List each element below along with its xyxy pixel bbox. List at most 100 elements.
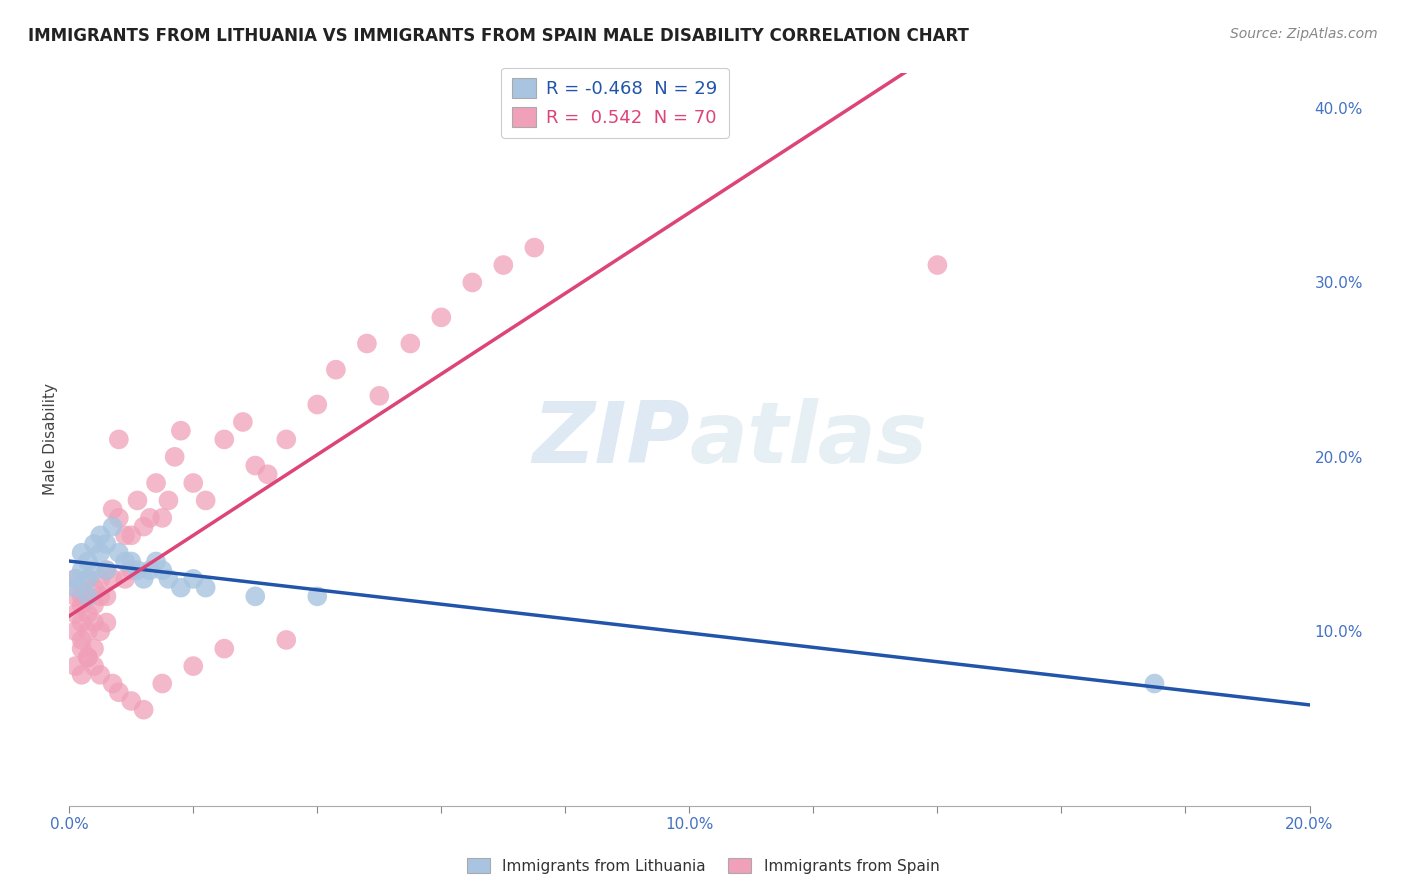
- Point: [108, 511, 131, 525]
- Point: [70, 598, 93, 612]
- Point: [325, 362, 347, 376]
- Point: [108, 546, 131, 560]
- Point: [181, 572, 204, 586]
- Point: [76, 590, 98, 604]
- Point: [120, 563, 142, 577]
- Point: [114, 528, 136, 542]
- Point: [96, 615, 118, 630]
- Legend: R = -0.468  N = 29, R =  0.542  N = 70: R = -0.468 N = 29, R = 0.542 N = 70: [502, 68, 728, 138]
- Point: [83, 537, 105, 551]
- Point: [132, 519, 155, 533]
- Point: [356, 336, 378, 351]
- Point: [70, 546, 93, 560]
- Text: ZIP: ZIP: [531, 398, 689, 481]
- Point: [65, 590, 87, 604]
- Point: [76, 554, 98, 568]
- Y-axis label: Male Disability: Male Disability: [44, 384, 58, 495]
- Point: [101, 572, 124, 586]
- Point: [150, 676, 173, 690]
- Point: [461, 276, 484, 290]
- Point: [157, 493, 180, 508]
- Point: [194, 581, 217, 595]
- Point: [430, 310, 453, 325]
- Point: [170, 424, 193, 438]
- Point: [83, 659, 105, 673]
- Point: [83, 641, 105, 656]
- Point: [307, 398, 329, 412]
- Legend: Immigrants from Lithuania, Immigrants from Spain: Immigrants from Lithuania, Immigrants fr…: [461, 852, 945, 880]
- Point: [245, 590, 267, 604]
- Point: [89, 572, 111, 586]
- Point: [96, 537, 118, 551]
- Point: [145, 554, 167, 568]
- Point: [256, 467, 278, 482]
- Point: [89, 590, 111, 604]
- Point: [76, 607, 98, 621]
- Point: [232, 415, 254, 429]
- Point: [76, 650, 98, 665]
- Point: [120, 694, 142, 708]
- Point: [307, 590, 329, 604]
- Point: [96, 563, 118, 577]
- Point: [127, 493, 149, 508]
- Point: [108, 685, 131, 699]
- Point: [927, 258, 949, 272]
- Point: [214, 641, 236, 656]
- Point: [65, 581, 87, 595]
- Point: [127, 563, 149, 577]
- Point: [181, 475, 204, 490]
- Point: [89, 624, 111, 639]
- Point: [150, 563, 173, 577]
- Point: [96, 590, 118, 604]
- Point: [523, 241, 546, 255]
- Point: [368, 389, 391, 403]
- Text: IMMIGRANTS FROM LITHUANIA VS IMMIGRANTS FROM SPAIN MALE DISABILITY CORRELATION C: IMMIGRANTS FROM LITHUANIA VS IMMIGRANTS …: [28, 27, 969, 45]
- Point: [101, 519, 124, 533]
- Point: [83, 615, 105, 630]
- Point: [76, 624, 98, 639]
- Point: [492, 258, 515, 272]
- Point: [245, 458, 267, 473]
- Point: [65, 659, 87, 673]
- Point: [170, 581, 193, 595]
- Point: [214, 433, 236, 447]
- Point: [89, 528, 111, 542]
- Point: [70, 590, 93, 604]
- Point: [76, 572, 98, 586]
- Text: atlas: atlas: [689, 398, 928, 481]
- Point: [70, 563, 93, 577]
- Point: [120, 528, 142, 542]
- Point: [399, 336, 422, 351]
- Point: [65, 572, 87, 586]
- Point: [1143, 676, 1166, 690]
- Point: [114, 554, 136, 568]
- Point: [65, 572, 87, 586]
- Point: [70, 668, 93, 682]
- Point: [70, 615, 93, 630]
- Point: [65, 607, 87, 621]
- Point: [89, 668, 111, 682]
- Point: [65, 624, 87, 639]
- Point: [89, 546, 111, 560]
- Point: [139, 563, 162, 577]
- Point: [276, 433, 298, 447]
- Point: [83, 598, 105, 612]
- Point: [139, 511, 162, 525]
- Point: [101, 502, 124, 516]
- Point: [276, 632, 298, 647]
- Point: [70, 641, 93, 656]
- Point: [145, 475, 167, 490]
- Point: [76, 572, 98, 586]
- Point: [101, 676, 124, 690]
- Point: [76, 590, 98, 604]
- Point: [132, 572, 155, 586]
- Point: [108, 433, 131, 447]
- Point: [114, 572, 136, 586]
- Point: [96, 563, 118, 577]
- Point: [120, 554, 142, 568]
- Point: [163, 450, 186, 464]
- Text: Source: ZipAtlas.com: Source: ZipAtlas.com: [1230, 27, 1378, 41]
- Point: [157, 572, 180, 586]
- Point: [150, 511, 173, 525]
- Point: [83, 581, 105, 595]
